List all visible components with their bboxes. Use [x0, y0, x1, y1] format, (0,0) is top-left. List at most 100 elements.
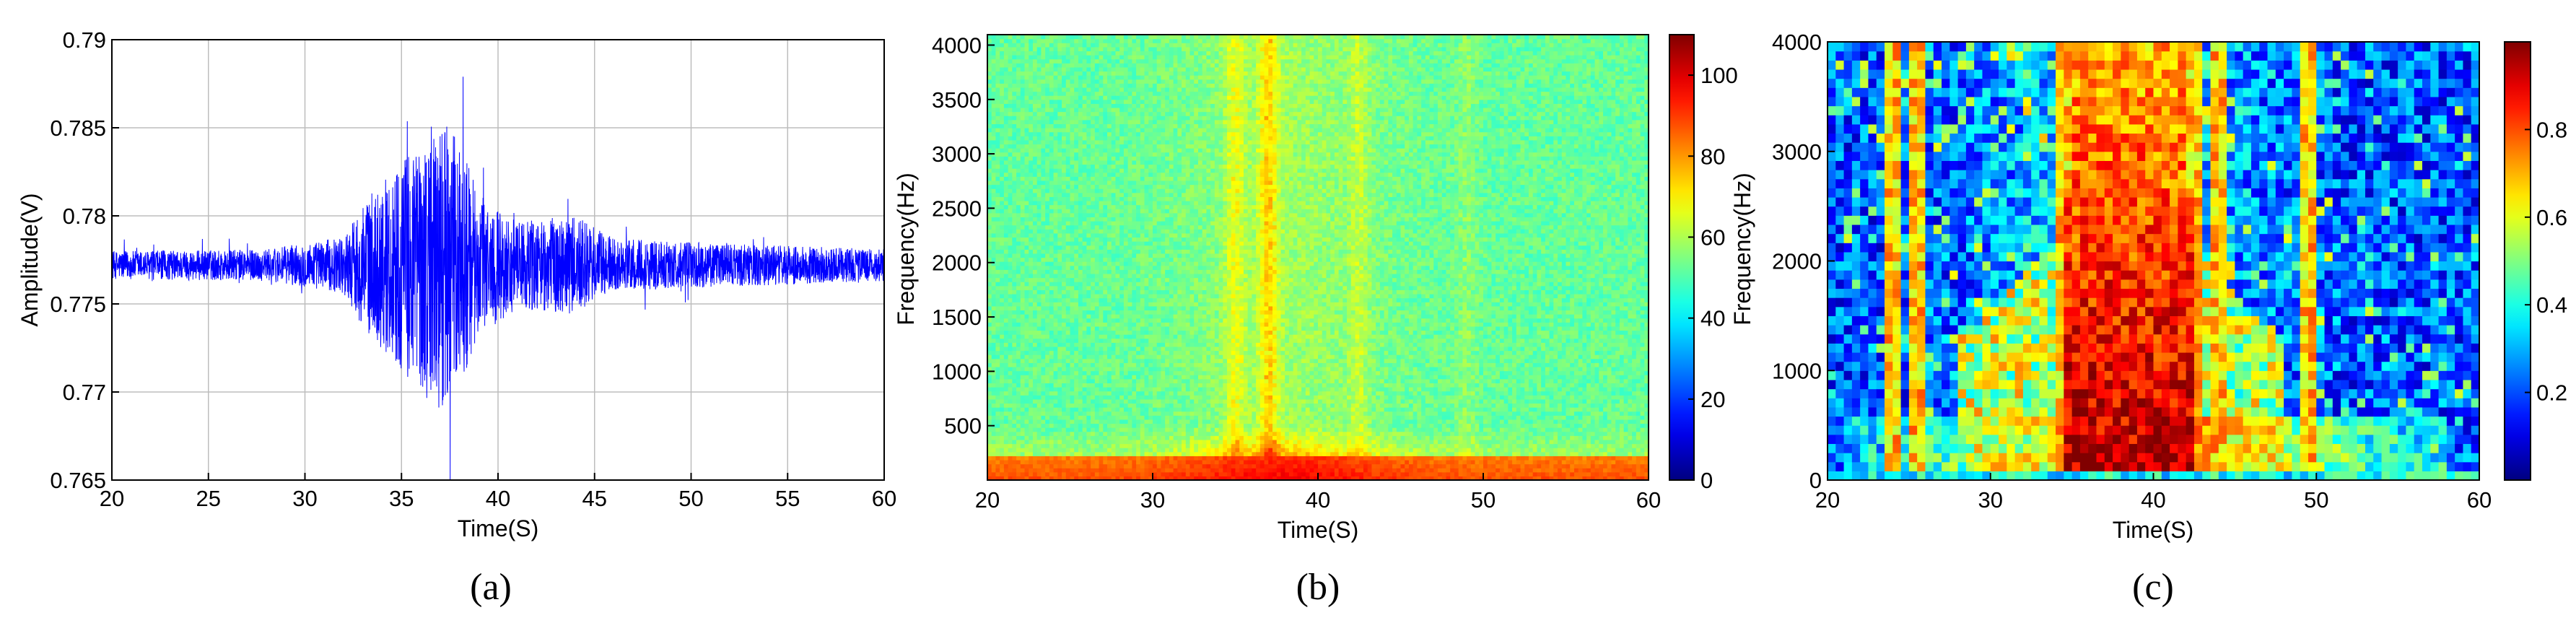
spectrogram-cell: [1140, 286, 1145, 290]
spectrogram-cell: [995, 415, 1000, 419]
spectrogram-cell: [1033, 213, 1037, 217]
spectrogram-cell: [1107, 229, 1112, 233]
spectrogram-cell: [1070, 395, 1075, 399]
spectrogram-cell: [1078, 432, 1083, 436]
spectrogram-cell: [1004, 201, 1008, 205]
spectrogram-cell: [1153, 132, 1157, 136]
spectrogram-cell: [992, 403, 996, 407]
spectrogram-cell: [1083, 188, 1087, 193]
caption-a: (a): [470, 567, 512, 608]
spectrogram-cell: [1070, 160, 1075, 165]
spectrogram-cell: [1095, 123, 1099, 128]
spectrogram-cell: [1037, 407, 1042, 411]
spectrogram-cell: [1070, 354, 1075, 359]
spectrogram-cell: [1074, 92, 1078, 96]
spectrogram-cell: [995, 67, 1000, 71]
spectrogram-cell: [1045, 423, 1049, 427]
spectrogram-cell: [1008, 140, 1013, 144]
spectrogram-cell: [1037, 241, 1042, 245]
spectrogram-cell: [1054, 168, 1058, 173]
spectrogram-cell: [1033, 362, 1037, 367]
spectrogram-cell: [1054, 362, 1058, 367]
spectrogram-cell: [1025, 168, 1029, 173]
spectrogram-cell: [1132, 351, 1136, 355]
spectrogram-cell: [995, 375, 1000, 379]
spectrogram-cell: [1091, 132, 1095, 136]
spectrogram-cell: [1045, 286, 1049, 290]
spectrogram-cell: [1057, 342, 1062, 347]
spectrogram-cell: [1136, 92, 1140, 96]
spectrogram-cell: [1153, 261, 1157, 266]
spectrogram-cell: [1012, 289, 1016, 294]
spectrogram-cell: [1078, 128, 1083, 132]
spectrogram-cell: [1153, 452, 1157, 456]
spectrogram-cell: [1091, 136, 1095, 140]
spectrogram-cell: [1054, 298, 1058, 302]
spectrogram-cell: [1153, 318, 1157, 323]
spectrogram-cell: [1112, 128, 1116, 132]
spectrogram-cell: [1103, 116, 1107, 120]
spectrogram-cell: [1115, 47, 1119, 51]
spectrogram-cell: [1091, 75, 1095, 79]
spectrogram-cell: [1029, 258, 1033, 262]
spectrogram-cell: [1083, 132, 1087, 136]
spectrogram-cell: [1054, 55, 1058, 59]
spectrogram-cell: [1169, 274, 1174, 278]
spectrogram-cell: [1148, 419, 1153, 424]
spectrogram-cell: [1124, 185, 1128, 189]
spectrogram-cell: [1124, 354, 1128, 359]
spectrogram-cell: [1086, 399, 1091, 404]
spectrogram-cell: [1037, 188, 1042, 193]
spectrogram-cell: [1057, 371, 1062, 375]
spectrogram-cell: [1136, 75, 1140, 79]
spectrogram-cell: [1033, 266, 1037, 270]
spectrogram-cell: [1115, 148, 1119, 152]
spectrogram-cell: [1062, 448, 1066, 452]
spectrogram-cell: [992, 435, 996, 440]
spectrogram-cell: [1012, 51, 1016, 55]
spectrogram-cell: [1161, 120, 1165, 124]
spectrogram-cell: [1099, 225, 1104, 230]
spectrogram-cell: [1165, 92, 1169, 96]
spectrogram-cell: [1153, 371, 1157, 375]
spectrogram-cell: [1086, 92, 1091, 96]
spectrogram-cell: [1136, 282, 1140, 286]
spectrogram-cell: [995, 306, 1000, 310]
spectrogram-cell: [1004, 367, 1008, 371]
spectrogram-cell: [1016, 379, 1021, 383]
spectrogram-cell: [1095, 79, 1099, 84]
spectrogram-cell: [1025, 444, 1029, 448]
spectrogram-cell: [1057, 468, 1062, 472]
spectrogram-cell: [1091, 359, 1095, 363]
spectrogram-cell: [1045, 282, 1049, 286]
spectrogram-cell: [1062, 289, 1066, 294]
spectrogram-cell: [1115, 241, 1119, 245]
spectrogram-cell: [1057, 444, 1062, 448]
spectrogram-cell: [1086, 318, 1091, 323]
spectrogram-cell: [1124, 100, 1128, 104]
spectrogram-cell: [1025, 286, 1029, 290]
spectrogram-cell: [1103, 173, 1107, 177]
spectrogram-cell: [1037, 221, 1042, 225]
spectrogram-cell: [1054, 444, 1058, 448]
spectrogram-cell: [995, 103, 1000, 108]
spectrogram-cell: [1169, 444, 1174, 448]
spectrogram-cell: [1157, 342, 1161, 347]
spectrogram-cell: [1074, 168, 1078, 173]
spectrogram-cell: [1049, 379, 1054, 383]
spectrogram-cell: [1128, 136, 1132, 140]
spectrogram-cell: [1008, 229, 1013, 233]
spectrogram-cell: [1008, 128, 1013, 132]
spectrogram-cell: [1070, 225, 1075, 230]
spectrogram-cell: [1165, 185, 1169, 189]
spectrogram-cell: [1057, 164, 1062, 168]
spectrogram-cell: [1132, 237, 1136, 241]
spectrogram-cell: [1049, 103, 1054, 108]
spectrogram-cell: [992, 188, 996, 193]
spectrogram-cell: [1099, 261, 1104, 266]
spectrogram-cell: [1049, 367, 1054, 371]
spectrogram-cell: [1045, 249, 1049, 253]
spectrogram-cell: [1165, 164, 1169, 168]
spectrogram-cell: [1066, 87, 1070, 92]
spectrogram-cell: [1157, 423, 1161, 427]
